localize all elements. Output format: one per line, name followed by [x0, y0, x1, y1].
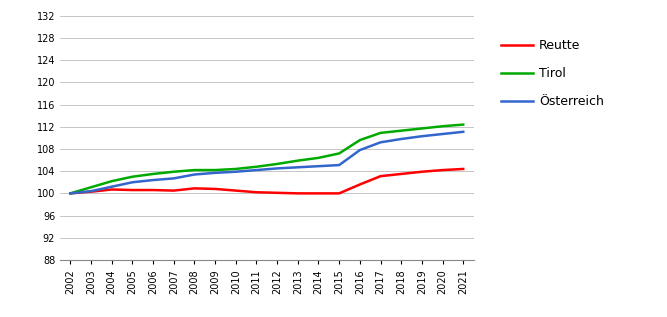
Reutte: [377, 174, 385, 178]
Österreich: [108, 185, 116, 189]
Reutte: [67, 191, 75, 195]
Reutte: [253, 191, 261, 194]
Reutte: [315, 191, 323, 195]
Tirol: [273, 162, 281, 166]
Österreich: [356, 148, 364, 152]
Legend: Reutte, Tirol, Österreich: Reutte, Tirol, Österreich: [496, 34, 609, 113]
Österreich: [398, 137, 406, 141]
Österreich: [232, 170, 240, 174]
Reutte: [149, 188, 157, 192]
Tirol: [191, 168, 199, 172]
Reutte: [170, 189, 178, 192]
Tirol: [460, 123, 468, 126]
Tirol: [211, 168, 219, 172]
Tirol: [67, 191, 75, 195]
Österreich: [315, 164, 323, 168]
Tirol: [398, 129, 406, 133]
Line: Österreich: Österreich: [71, 132, 464, 193]
Österreich: [191, 172, 199, 176]
Line: Reutte: Reutte: [71, 169, 464, 193]
Tirol: [232, 167, 240, 171]
Tirol: [315, 156, 323, 160]
Österreich: [211, 171, 219, 175]
Österreich: [149, 178, 157, 182]
Tirol: [336, 152, 344, 155]
Österreich: [377, 140, 385, 144]
Tirol: [108, 179, 116, 183]
Reutte: [336, 191, 344, 195]
Österreich: [170, 177, 178, 180]
Reutte: [87, 190, 95, 194]
Reutte: [439, 168, 447, 172]
Österreich: [418, 134, 426, 138]
Tirol: [149, 172, 157, 176]
Tirol: [356, 138, 364, 142]
Reutte: [356, 183, 364, 186]
Österreich: [336, 163, 344, 167]
Reutte: [129, 188, 137, 192]
Österreich: [294, 165, 302, 169]
Österreich: [67, 191, 75, 195]
Reutte: [211, 187, 219, 191]
Reutte: [460, 167, 468, 171]
Reutte: [191, 186, 199, 190]
Österreich: [273, 166, 281, 170]
Tirol: [87, 185, 95, 189]
Tirol: [170, 170, 178, 174]
Reutte: [294, 191, 302, 195]
Reutte: [418, 170, 426, 174]
Tirol: [377, 131, 385, 135]
Tirol: [129, 175, 137, 179]
Österreich: [129, 180, 137, 184]
Österreich: [253, 168, 261, 172]
Tirol: [418, 126, 426, 130]
Tirol: [294, 159, 302, 163]
Line: Tirol: Tirol: [71, 125, 464, 193]
Tirol: [439, 124, 447, 128]
Reutte: [232, 189, 240, 192]
Österreich: [87, 189, 95, 193]
Österreich: [439, 132, 447, 136]
Tirol: [253, 165, 261, 169]
Österreich: [460, 130, 468, 134]
Reutte: [108, 188, 116, 191]
Reutte: [273, 191, 281, 195]
Reutte: [398, 172, 406, 176]
